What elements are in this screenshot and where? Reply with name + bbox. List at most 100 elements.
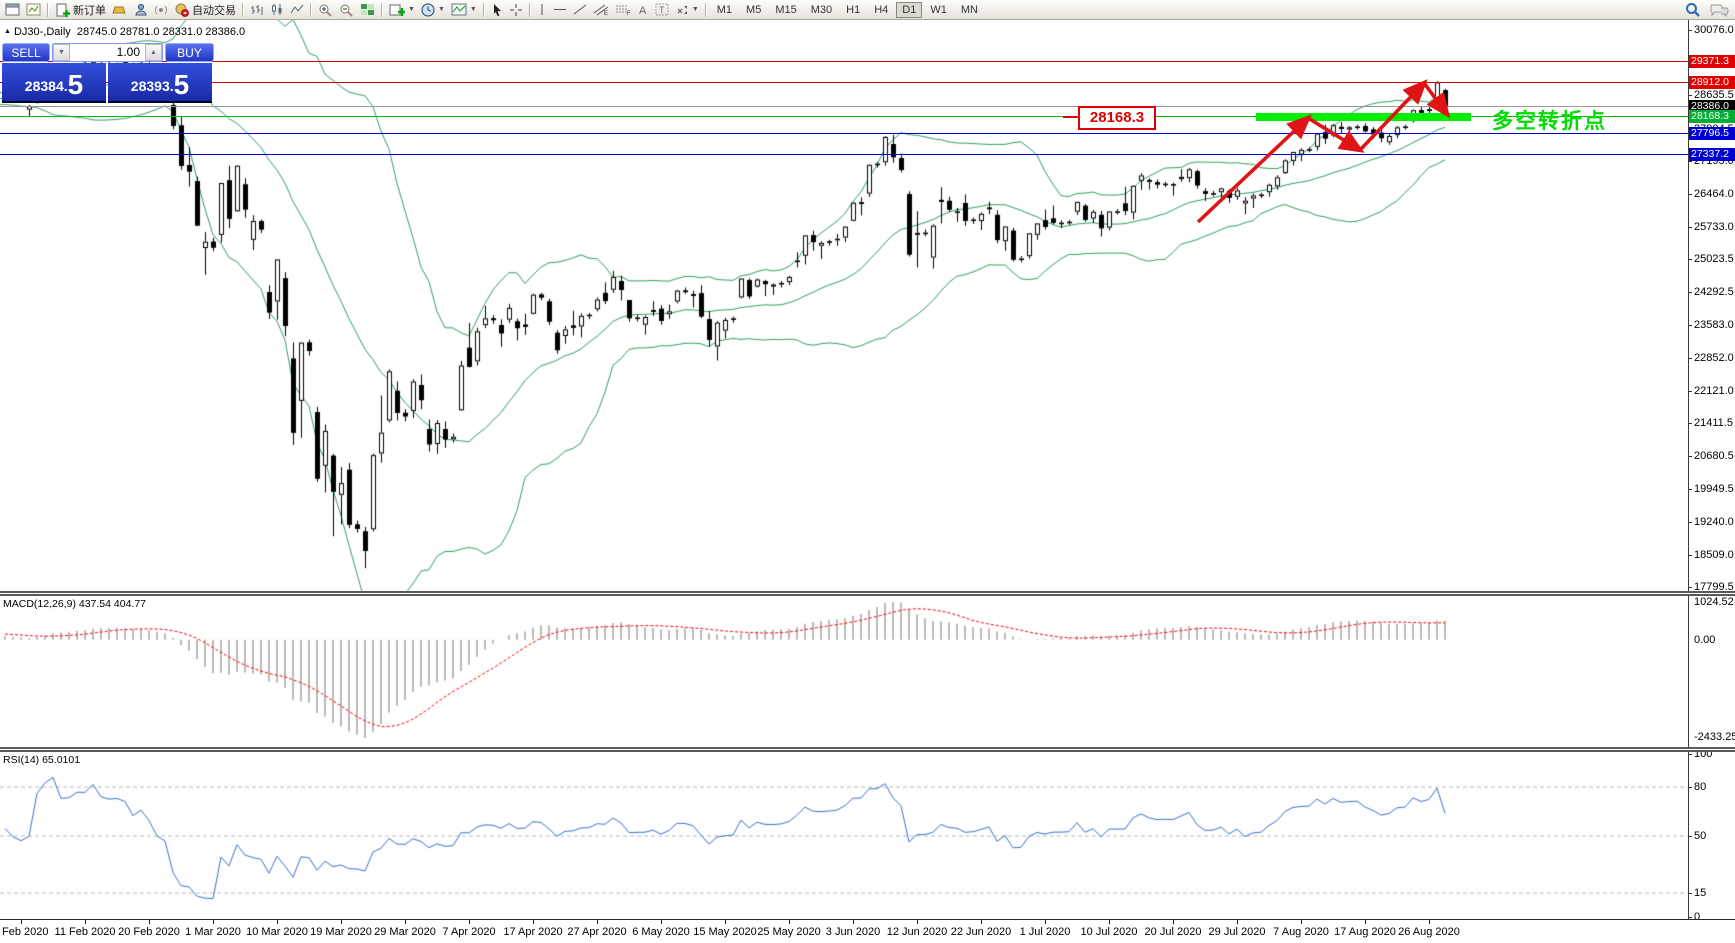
chart-preview-button[interactable] (23, 1, 44, 19)
signals-button[interactable] (151, 1, 171, 19)
gold-ingot-icon (112, 6, 126, 13)
autotrade-button[interactable]: 自动交易 (171, 1, 239, 19)
fibonacci-button[interactable]: F (612, 1, 634, 19)
window-button[interactable] (2, 1, 23, 19)
timeframe-m15[interactable]: M15 (775, 3, 797, 16)
sell-button[interactable]: SELL (2, 43, 50, 62)
arrows-button[interactable]: ▼ (672, 1, 702, 19)
candlestick-button[interactable] (267, 1, 287, 19)
price-tick-mark (1688, 292, 1692, 294)
deposit-button[interactable] (109, 1, 131, 19)
vertical-line-button[interactable] (534, 1, 550, 19)
time-tick-mark (149, 920, 150, 924)
timeframe-d1[interactable]: D1 (896, 1, 923, 18)
new-order-button[interactable]: 新订单 (52, 1, 109, 19)
macd-pane-separator[interactable] (0, 591, 1735, 596)
level-line-bid-line[interactable] (0, 106, 1688, 108)
indicators-icon (451, 3, 467, 16)
timeframe-h4[interactable]: H4 (874, 3, 889, 16)
horizontal-line-icon (553, 9, 566, 10)
equidistant-channel-button[interactable]: E (590, 1, 612, 19)
timeframe-m5[interactable]: M5 (746, 3, 762, 16)
time-label: 1 Jul 2020 (1019, 926, 1071, 938)
buy-button[interactable]: BUY (165, 43, 214, 62)
pivot-note[interactable]: 多空转折点 (1492, 110, 1607, 133)
zoom-in-button[interactable] (315, 1, 336, 19)
level-line-resistance[interactable] (0, 61, 1688, 63)
tile-windows-icon (361, 4, 374, 15)
time-label: 15 May 2020 (693, 926, 757, 938)
rsi-axis-label: 15 (1694, 886, 1707, 899)
price-tick-label: 18509.0 (1694, 548, 1734, 561)
time-label: 20 Feb 2020 (118, 926, 180, 938)
price-tick-mark (1688, 95, 1692, 97)
level-line-support[interactable] (0, 132, 1688, 134)
text-button[interactable]: A (634, 1, 652, 19)
timeframe-m30[interactable]: M30 (810, 3, 833, 16)
level-line-resistance[interactable] (0, 82, 1688, 84)
price-flag-leader (1063, 116, 1078, 118)
chat-icon[interactable] (1709, 3, 1729, 18)
timeframe-toolbar: M1 M5 M15 M30 H1 H4 D1 W1 MN (710, 0, 985, 19)
timeframe-h1[interactable]: H1 (846, 3, 861, 16)
price-tick-mark (1688, 554, 1692, 556)
time-tick-mark (533, 920, 534, 924)
sell-price-main: 28384. (24, 78, 68, 94)
volume-increase-button[interactable]: ▲ (145, 44, 162, 61)
volume-decrease-button[interactable]: ▼ (53, 44, 70, 61)
zoom-out-button[interactable] (336, 1, 357, 19)
rsi-tick-mark (1688, 835, 1692, 837)
price-badge-resistance: 28912.0 (1689, 76, 1735, 90)
horizontal-line-button[interactable] (550, 1, 570, 19)
bar-chart-icon (251, 5, 263, 15)
svg-text:E: E (604, 11, 608, 16)
trendline-button[interactable] (570, 1, 590, 19)
one-click-trade-panel: SELL ▼ 1.00 ▲ BUY 28384. 5 28393. 5 (2, 43, 214, 103)
time-tick-mark (789, 920, 790, 924)
svg-text:A: A (639, 5, 647, 16)
price-flag[interactable]: 28168.3 (1078, 106, 1156, 130)
bar-chart-button[interactable] (247, 1, 267, 19)
sell-price-display[interactable]: 28384. 5 (2, 63, 106, 103)
timeframe-mn[interactable]: MN (960, 3, 978, 16)
window-icon (5, 3, 20, 16)
candlestick-icon (272, 4, 282, 15)
autotrade-icon (175, 3, 189, 17)
buy-price-main: 28393. (130, 78, 174, 94)
rsi-axis-label: 50 (1694, 829, 1707, 842)
line-chart-button[interactable] (287, 1, 307, 19)
buy-price-display[interactable]: 28393. 5 (108, 63, 212, 103)
profile-button[interactable] (131, 1, 151, 19)
level-line-support[interactable] (0, 153, 1688, 155)
tile-windows-button[interactable] (357, 1, 378, 19)
time-label: 27 Apr 2020 (567, 926, 627, 938)
timeframe-m1[interactable]: M1 (716, 3, 733, 16)
cursor-button[interactable] (488, 1, 506, 19)
support-band[interactable] (1256, 112, 1471, 121)
price-tick-label: 22121.0 (1694, 384, 1734, 397)
vertical-line-icon (541, 4, 543, 15)
time-label: 7 Aug 2020 (1273, 926, 1329, 938)
time-label: 26 Aug 2020 (1398, 926, 1460, 938)
volume-stepper: ▼ 1.00 ▲ (52, 43, 163, 62)
price-badge-pivot: 28168.3 (1689, 110, 1735, 124)
toolbar-separator (704, 2, 707, 17)
time-label: 17 Apr 2020 (503, 926, 563, 938)
search-icon[interactable] (1685, 2, 1701, 18)
indicators-button[interactable]: ▼ (448, 1, 480, 19)
time-label: 29 Jul 2020 (1208, 926, 1266, 938)
volume-value[interactable]: 1.00 (116, 45, 140, 59)
price-tick-label: 19949.5 (1694, 483, 1734, 496)
profiles-clock-button[interactable]: ▼ (418, 1, 448, 19)
timeframe-w1[interactable]: W1 (930, 3, 947, 16)
time-tick-mark (917, 920, 918, 924)
price-badge-support: 27337.2 (1689, 147, 1735, 161)
level-line-pivot[interactable] (0, 116, 1688, 118)
crosshair-button[interactable] (506, 1, 526, 19)
new-chart-button[interactable]: ▼ (386, 1, 418, 19)
symbol-marker-icon: ▲ (4, 28, 11, 35)
rsi-pane-separator[interactable] (0, 747, 1735, 752)
fibonacci-icon: F (615, 5, 631, 16)
text-label-button[interactable]: T (652, 1, 672, 19)
